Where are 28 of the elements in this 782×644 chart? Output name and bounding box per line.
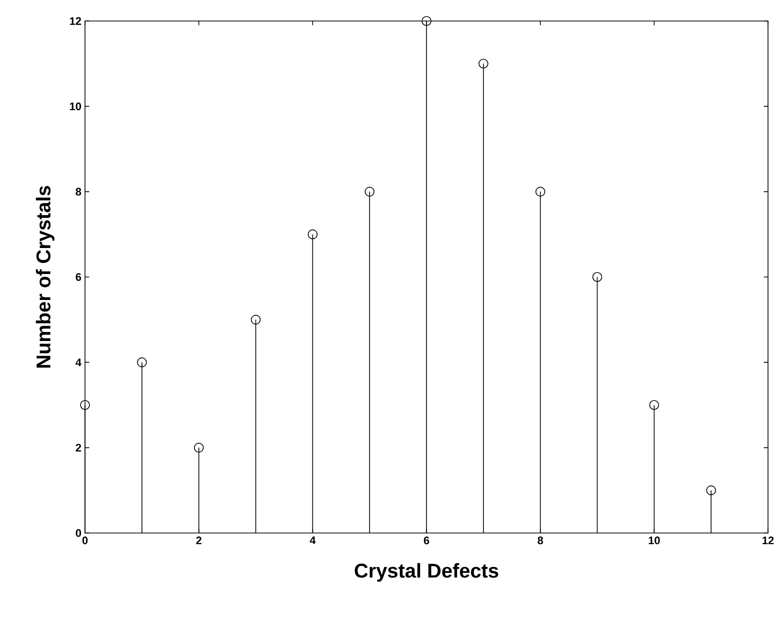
y-axis-title: Number of Crystals xyxy=(36,186,54,368)
x-tick-label: 2 xyxy=(196,536,202,544)
x-tick-label: 8 xyxy=(538,536,544,544)
point xyxy=(80,400,90,410)
point xyxy=(706,485,716,496)
x-tick-label: 0 xyxy=(82,536,88,544)
y-tick-label: 8 xyxy=(76,188,82,196)
y-tick-label: 2 xyxy=(76,444,82,452)
y-tick-label: 4 xyxy=(76,358,82,366)
y-tick-label: 6 xyxy=(76,273,82,281)
point xyxy=(364,186,374,197)
point xyxy=(308,229,318,240)
x-tick-label: 12 xyxy=(762,536,774,544)
point xyxy=(422,16,432,26)
x-axis-title: Crystal Defects xyxy=(354,563,498,582)
y-tick-label: 12 xyxy=(70,17,82,25)
point xyxy=(649,400,660,410)
x-tick-label: 4 xyxy=(310,536,316,544)
point xyxy=(535,186,546,197)
point xyxy=(250,314,261,325)
y-tick-label: 0 xyxy=(76,529,82,537)
y-tick-label: 10 xyxy=(70,102,82,110)
x-tick-label: 10 xyxy=(648,536,660,544)
point xyxy=(137,357,147,368)
point xyxy=(592,272,602,282)
point xyxy=(194,442,204,453)
point xyxy=(478,58,488,69)
x-tick-label: 6 xyxy=(424,536,430,544)
